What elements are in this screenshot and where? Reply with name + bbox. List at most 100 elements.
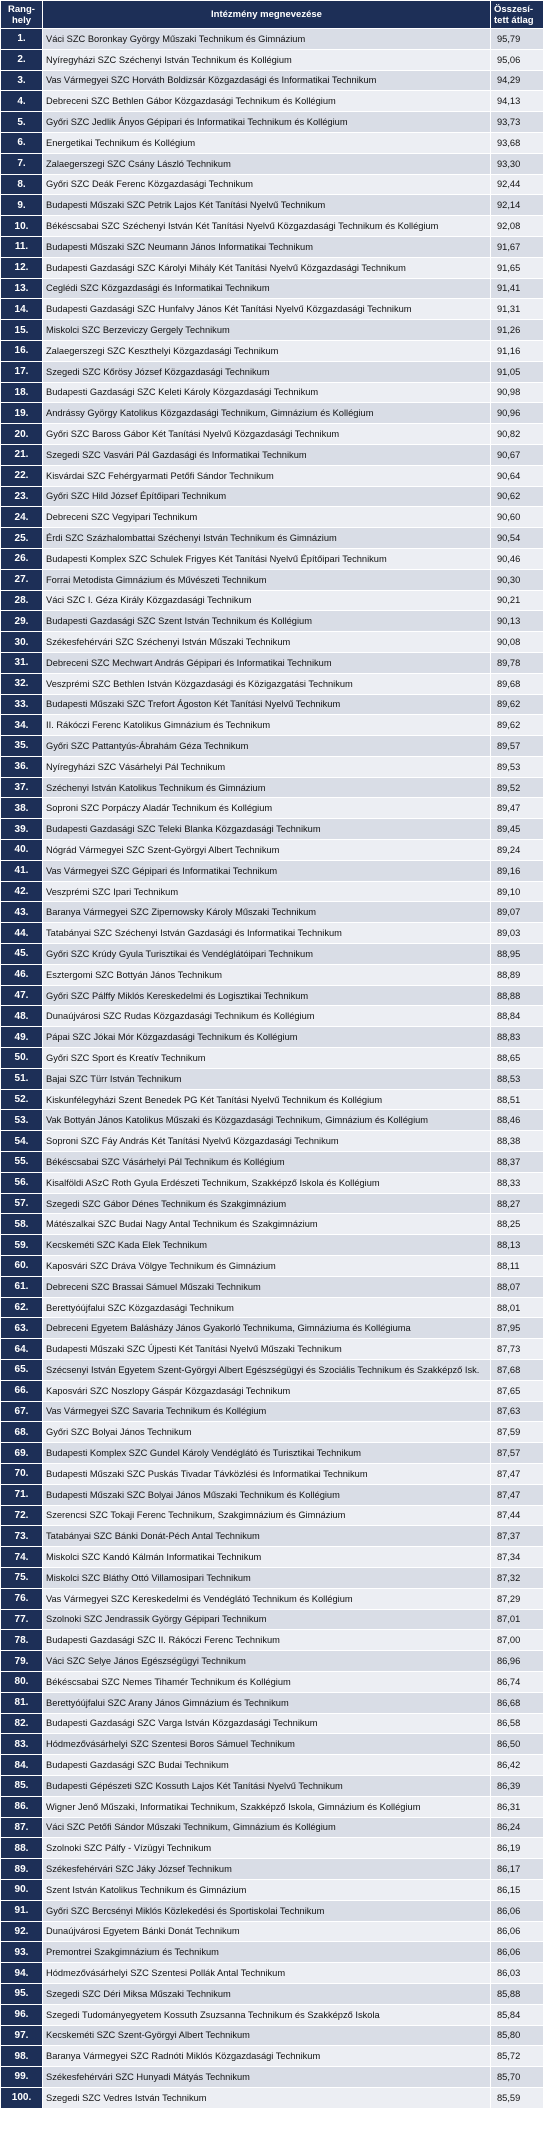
rank-cell: 15.	[0, 319, 43, 341]
table-row: 74. Miskolci SZC Kandó Kálmán Informatika…	[0, 1546, 543, 1568]
table-row: 4. Debreceni SZC Bethlen Gábor Közgazdasá…	[0, 90, 543, 113]
rank-cell: 12.	[0, 256, 43, 279]
institution-name-cell: Miskolci SZC Berzeviczy Gergely Techniku…	[42, 319, 491, 341]
table-row: 40. Nógrád Vármegyei SZC Szent-Györgyi Al…	[0, 839, 543, 861]
rank-cell: 35.	[0, 735, 43, 757]
average-score-cell: 86,42	[490, 1754, 543, 1776]
average-score-cell: 86,17	[490, 1858, 543, 1880]
rank-cell: 56.	[0, 1171, 43, 1194]
institution-name-cell: Székesfehérvári SZC Széchenyi István Műs…	[42, 631, 491, 653]
average-score-cell: 88,11	[490, 1255, 543, 1277]
header-rank: Rang- hely	[0, 0, 43, 29]
rank-cell: 47.	[0, 984, 43, 1007]
rank-cell: 39.	[0, 818, 43, 841]
rank-cell: 61.	[0, 1275, 43, 1298]
table-row: 60. Kaposvári SZC Dráva Völgye Technikum …	[0, 1255, 543, 1277]
table-header-row: Rang- hely Intézmény megnevezése Összesí…	[0, 0, 543, 29]
rank-cell: 21.	[0, 443, 43, 466]
institution-name-cell: Debreceni SZC Vegyipari Technikum	[42, 506, 491, 529]
rank-cell: 87.	[0, 1816, 43, 1839]
table-row: 63. Debreceni Egyetem Balásházy János Gya…	[0, 1317, 543, 1340]
institution-name-cell: Győri SZC Krúdy Gyula Turisztikai és Ven…	[42, 943, 491, 965]
institution-name-cell: Debreceni SZC Bethlen Gábor Közgazdasági…	[42, 90, 491, 113]
table-row: 34. II. Rákóczi Ferenc Katolikus Gimnáziu…	[0, 714, 543, 737]
institution-name-cell: Veszprémi SZC Bethlen István Közgazdaság…	[42, 672, 491, 695]
average-score-cell: 88,89	[490, 963, 543, 986]
average-score-cell: 89,47	[490, 797, 543, 820]
institution-name-cell: Budapesti Gépészeti SZC Kossuth Lajos Ké…	[42, 1774, 491, 1797]
average-score-cell: 86,31	[490, 1795, 543, 1818]
rank-cell: 2.	[0, 48, 43, 71]
institution-name-cell: Vas Vármegyei SZC Kereskedelmi és Vendég…	[42, 1587, 491, 1610]
table-row: 10. Békéscsabai SZC Széchenyi István Két …	[0, 215, 543, 237]
rank-cell: 55.	[0, 1151, 43, 1173]
institution-name-cell: Andrássy György Katolikus Közgazdasági T…	[42, 402, 491, 425]
rank-cell: 41.	[0, 859, 43, 882]
rank-cell: 9.	[0, 194, 43, 217]
rank-cell: 22.	[0, 464, 43, 487]
average-score-cell: 89,62	[490, 714, 543, 737]
rank-cell: 63.	[0, 1317, 43, 1340]
table-row: 51. Bajai SZC Türr István Technikum 88,53	[0, 1067, 543, 1090]
institution-name-cell: Győri SZC Deák Ferenc Közgazdasági Techn…	[42, 173, 491, 196]
rank-cell: 69.	[0, 1442, 43, 1464]
average-score-cell: 87,59	[490, 1421, 543, 1444]
table-row: 8. Győri SZC Deák Ferenc Közgazdasági Tec…	[0, 173, 543, 196]
rank-cell: 79.	[0, 1650, 43, 1672]
average-score-cell: 88,07	[490, 1275, 543, 1298]
average-score-cell: 90,60	[490, 506, 543, 529]
rank-cell: 28.	[0, 589, 43, 612]
average-score-cell: 88,53	[490, 1067, 543, 1090]
header-name-label: Intézmény megnevezése	[211, 9, 322, 20]
institution-name-cell: II. Rákóczi Ferenc Katolikus Gimnázium é…	[42, 714, 491, 737]
average-score-cell: 87,01	[490, 1608, 543, 1631]
institution-name-cell: Soproni SZC Fáy András Két Tanítási Nyel…	[42, 1130, 491, 1153]
rank-cell: 50.	[0, 1047, 43, 1069]
average-score-cell: 89,45	[490, 818, 543, 841]
institution-name-cell: Kiskunfélegyházi Szent Benedek PG Két Ta…	[42, 1088, 491, 1111]
average-score-cell: 90,13	[490, 610, 543, 633]
rank-cell: 20.	[0, 423, 43, 445]
table-row: 72. Szerencsi SZC Tokaji Ferenc Technikum…	[0, 1504, 543, 1527]
average-score-cell: 86,15	[490, 1878, 543, 1901]
average-score-cell: 86,24	[490, 1816, 543, 1839]
table-row: 58. Mátészalkai SZC Budai Nagy Antal Tech…	[0, 1213, 543, 1236]
average-score-cell: 86,68	[490, 1691, 543, 1714]
institution-name-cell: Győri SZC Hild József Építőipari Technik…	[42, 485, 491, 508]
institution-name-cell: Kaposvári SZC Dráva Völgye Technikum és …	[42, 1255, 491, 1277]
average-score-cell: 89,78	[490, 651, 543, 674]
rank-cell: 37.	[0, 776, 43, 799]
table-row: 20. Győri SZC Baross Gábor Két Tanítási N…	[0, 423, 543, 445]
average-score-cell: 88,01	[490, 1296, 543, 1319]
institution-name-cell: Győri SZC Bolyai János Technikum	[42, 1421, 491, 1444]
rank-cell: 10.	[0, 215, 43, 237]
table-row: 75. Miskolci SZC Bláthy Ottó Villamosipar…	[0, 1566, 543, 1589]
average-score-cell: 90,96	[490, 402, 543, 425]
rank-cell: 81.	[0, 1691, 43, 1714]
rank-cell: 30.	[0, 631, 43, 653]
institution-name-cell: Győri SZC Bercsényi Miklós Közlekedési é…	[42, 1899, 491, 1922]
rank-cell: 96.	[0, 2003, 43, 2026]
institution-name-cell: Békéscsabai SZC Nemes Tihamér Technikum …	[42, 1670, 491, 1693]
table-row: 14. Budapesti Gazdasági SZC Hunfalvy Jáno…	[0, 298, 543, 321]
average-score-cell: 87,29	[490, 1587, 543, 1610]
institution-name-cell: Kisvárdai SZC Fehérgyarmati Petőfi Sándo…	[42, 464, 491, 487]
rank-cell: 42.	[0, 880, 43, 903]
average-score-cell: 89,16	[490, 859, 543, 882]
average-score-cell: 92,08	[490, 215, 543, 237]
rank-cell: 32.	[0, 672, 43, 695]
rank-cell: 78.	[0, 1629, 43, 1652]
table-row: 93. Premontrei Szakgimnázium és Technikum…	[0, 1941, 543, 1964]
rank-cell: 44.	[0, 922, 43, 945]
average-score-cell: 88,25	[490, 1213, 543, 1236]
table-row: 81. Berettyóújfalui SZC Arany János Gimná…	[0, 1691, 543, 1714]
table-row: 82. Budapesti Gazdasági SZC Varga István …	[0, 1712, 543, 1735]
table-row: 56. Kisalföldi ASzC Roth Gyula Erdészeti …	[0, 1171, 543, 1194]
rank-cell: 90.	[0, 1878, 43, 1901]
rank-cell: 66.	[0, 1379, 43, 1402]
institution-name-cell: Kecskeméti SZC Szent-Györgyi Albert Tech…	[42, 2024, 491, 2047]
institution-name-cell: Budapesti Gazdasági SZC Károlyi Mihály K…	[42, 256, 491, 279]
average-score-cell: 86,96	[490, 1650, 543, 1672]
average-score-cell: 87,47	[490, 1462, 543, 1485]
table-row: 87. Váci SZC Petőfi Sándor Műszaki Techni…	[0, 1816, 543, 1839]
